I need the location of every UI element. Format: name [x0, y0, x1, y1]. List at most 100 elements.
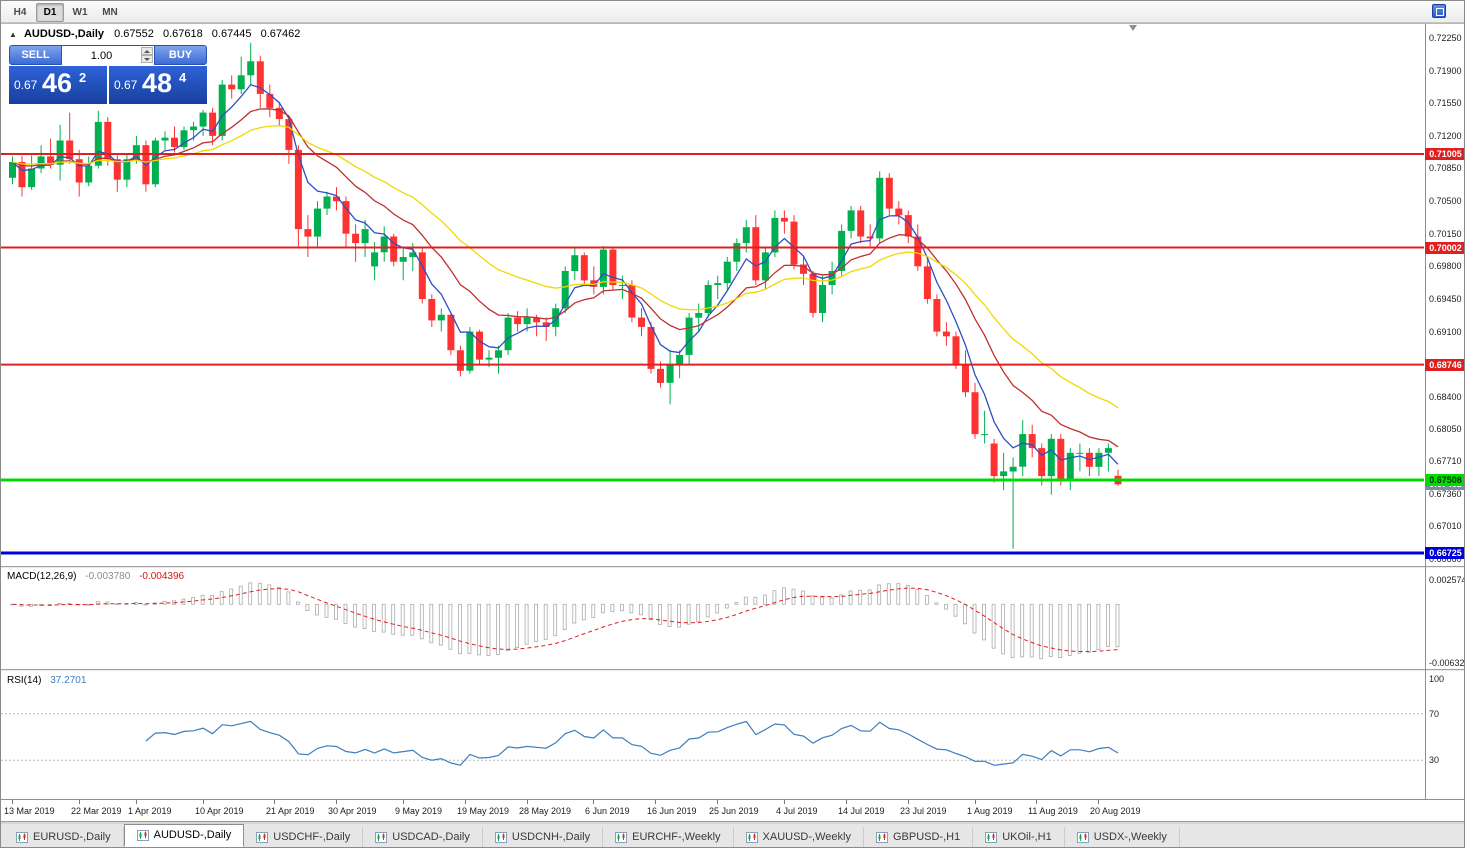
date-label: 9 May 2019 [395, 806, 443, 816]
tab-chart-icon [875, 831, 888, 843]
rsi-axis-label: 70 [1429, 709, 1440, 719]
toolbar: H4 D1 W1 MN [1, 1, 1464, 23]
chart-title: ▲ AUDUSD-,Daily 0.67552 0.67618 0.67445 … [9, 28, 306, 40]
rsi-axis-label: 100 [1429, 674, 1445, 684]
chart-tab-eurusd-daily[interactable]: EURUSD-,Daily [4, 827, 124, 847]
price-axis-border [1425, 24, 1426, 799]
level-price-tag: 0.68746 [1425, 359, 1464, 371]
date-label: 14 Jul 2019 [838, 806, 885, 816]
tab-label: USDCNH-,Daily [511, 830, 591, 843]
date-label: 1 Apr 2019 [128, 806, 172, 816]
date-tick [717, 800, 718, 804]
date-tick [784, 800, 785, 804]
price-axis-label: 0.68050 [1429, 424, 1462, 434]
ohlc-low: 0.67445 [211, 28, 252, 40]
date-label: 21 Apr 2019 [266, 806, 315, 816]
date-tick [274, 800, 275, 804]
chart-tab-ukoil-h1[interactable]: UKOil-,H1 [973, 827, 1065, 847]
date-tick [593, 800, 594, 804]
chart-tab-usdx-weekly[interactable]: USDX-,Weekly [1065, 827, 1180, 847]
rsi-canvas[interactable] [1, 671, 1425, 799]
sell-button[interactable]: SELL [9, 45, 62, 65]
symbol-title: AUDUSD-,Daily [23, 28, 105, 40]
tab-chart-icon [16, 831, 28, 843]
chart-tab-usdchf-daily[interactable]: USDCHF-,Daily [244, 827, 364, 847]
timeframe-button-d1[interactable]: D1 [36, 3, 64, 22]
chart-window-icon[interactable] [1432, 4, 1446, 18]
rsi-axis-label: 30 [1429, 755, 1440, 765]
volume-up-button[interactable] [141, 47, 153, 55]
price-axis-label: 0.67010 [1429, 521, 1462, 531]
date-label: 6 Jun 2019 [585, 806, 630, 816]
macd-signal-value: -0.004396 [139, 571, 185, 582]
chart-tab-xauusd-weekly[interactable]: XAUUSD-,Weekly [734, 827, 864, 847]
date-label: 1 Aug 2019 [967, 806, 1013, 816]
chart-tab-usdcad-daily[interactable]: USDCAD-,Daily [363, 827, 483, 847]
rsi-value: 37.2701 [50, 675, 87, 686]
date-tick [336, 800, 337, 804]
price-axis-label: 0.71900 [1429, 66, 1462, 76]
tab-label: USDCHF-,Daily [273, 830, 351, 843]
buy-price-pips: 48 [142, 68, 173, 98]
timeframe-buttons: H4 D1 W1 MN [5, 1, 125, 24]
price-axis-label: 0.72250 [1429, 33, 1462, 43]
date-label: 30 Apr 2019 [328, 806, 377, 816]
price-axis-label: 0.70500 [1429, 196, 1462, 206]
tab-chart-icon [375, 831, 388, 843]
date-tick [527, 800, 528, 804]
price-axis-label: 0.66660 [1429, 554, 1462, 564]
tab-label: XAUUSD-,Weekly [762, 830, 851, 843]
price-axis-label: 0.71550 [1429, 98, 1462, 108]
date-axis[interactable]: 13 Mar 2019 22 Mar 2019 1 Apr 2019 10 Apr 2… [1, 800, 1425, 821]
ohlc-close: 0.67462 [260, 28, 301, 40]
toolbar-divider [1, 23, 1464, 24]
pane-splitter-rsi[interactable] [1, 669, 1464, 671]
level-price-tag: 0.71005 [1425, 148, 1464, 160]
price-axis-label: 0.67710 [1429, 456, 1462, 466]
trade-panel-toggle-icon[interactable]: ▲ [9, 30, 17, 39]
volume-input[interactable] [62, 47, 154, 65]
macd-name: MACD(12,26,9) [7, 571, 77, 582]
tab-label: AUDUSD-,Daily [153, 829, 232, 841]
volume-stepper [62, 45, 154, 65]
ohlc-high: 0.67618 [162, 28, 203, 40]
tab-label: EURUSD-,Daily [33, 830, 111, 843]
date-label: 25 Jun 2019 [709, 806, 759, 816]
chart-tab-usdcnh-daily[interactable]: USDCNH-,Daily [483, 827, 604, 847]
macd-canvas[interactable] [1, 568, 1425, 669]
date-tick [136, 800, 137, 804]
tab-chart-icon [745, 831, 758, 843]
tab-label: EURCHF-,Weekly [632, 830, 721, 843]
ohlc-open: 0.67552 [114, 28, 154, 40]
timeframe-button-h4[interactable]: H4 [13, 7, 27, 18]
sell-price-point: 2 [79, 70, 87, 85]
date-tick [908, 800, 909, 804]
sell-price-prefix: 0.67 [14, 78, 38, 92]
chart-window-icon-glyph [1436, 8, 1444, 16]
chart-tab-eurchf-weekly[interactable]: EURCHF-,Weekly [603, 827, 734, 847]
buy-button[interactable]: BUY [154, 45, 207, 65]
timeframe-button-mn[interactable]: MN [102, 7, 118, 18]
main-chart-canvas[interactable] [1, 24, 1425, 566]
price-axis[interactable]: 0.0025740 -0.0063260 0.72250 0.71900 0.715… [1425, 1, 1464, 847]
tab-label: USDX-,Weekly [1093, 830, 1167, 843]
buy-price-display[interactable]: 0.67 48 4 [109, 66, 207, 104]
volume-down-button[interactable] [141, 55, 153, 63]
chart-shift-marker-icon[interactable] [1129, 25, 1137, 31]
price-axis-label: 0.70850 [1429, 163, 1462, 173]
tab-label: GBPUSD-,H1 [892, 830, 961, 843]
pane-splitter-macd[interactable] [1, 566, 1464, 568]
sell-price-display[interactable]: 0.67 46 2 [9, 66, 107, 104]
rsi-name: RSI(14) [7, 675, 42, 686]
chart-tab-audusd-daily[interactable]: AUDUSD-,Daily [123, 824, 245, 847]
chart-tab-gbpusd-h1[interactable]: GBPUSD-,H1 [864, 827, 974, 847]
date-label: 19 May 2019 [457, 806, 510, 816]
date-label: 16 Jun 2019 [647, 806, 697, 816]
date-label: 23 Jul 2019 [900, 806, 947, 816]
buy-price-prefix: 0.67 [114, 78, 138, 92]
date-label: 13 Mar 2019 [4, 806, 55, 816]
tab-chart-icon [615, 831, 628, 843]
macd-axis-max-label: 0.0025740 [1429, 575, 1464, 585]
timeframe-button-w1[interactable]: W1 [72, 7, 88, 18]
